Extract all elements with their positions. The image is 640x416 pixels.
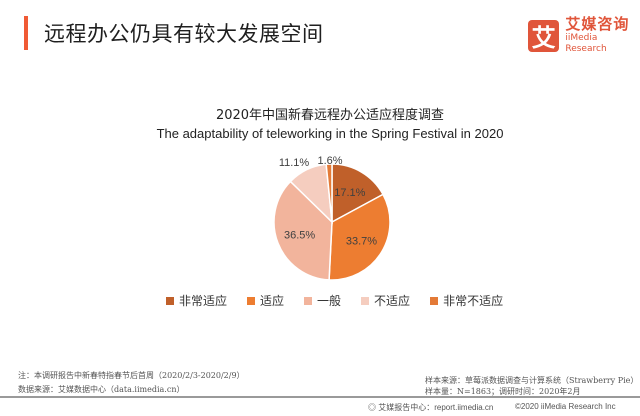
- legend-item: 非常适应: [166, 292, 227, 309]
- page-title: 远程办公仍具有较大发展空间: [44, 22, 324, 46]
- legend-swatch: [430, 296, 439, 305]
- pie-data-label: 33.7%: [346, 236, 377, 248]
- pie-slice: [331, 163, 385, 224]
- pie-slice: [328, 193, 391, 281]
- legend-swatch: [166, 296, 174, 305]
- logo-cn-text: 艾媒咨询: [565, 15, 630, 33]
- pie-data-label: 1.6%: [317, 155, 342, 167]
- legend-item: 不适应: [361, 292, 410, 309]
- chart-legend: 非常适应 适应 一般 不适应 非常不适应: [166, 292, 523, 309]
- legend-swatch: [361, 296, 370, 305]
- survey-note: 注：本调研报告中新春特指春节后首周（2020/2/3-2020/2/9）: [18, 371, 245, 380]
- legend-swatch: [304, 296, 313, 305]
- pie-labels: 17.1% 33.7% 36.5% 11.1% 1.6%: [279, 155, 377, 248]
- pie-data-label: 36.5%: [284, 230, 315, 242]
- pie-slice: [273, 180, 333, 281]
- title-accent-bar: [24, 16, 28, 50]
- chart-title-en: The adaptability of teleworking in the S…: [156, 126, 504, 141]
- legend-swatch: [247, 296, 256, 305]
- copyright: ©2020 iiMedia Research Inc: [515, 402, 616, 411]
- sample-source: 样本来源：草莓派数据调查与计算系统（Strawberry Pie）: [425, 376, 639, 385]
- logo-en-text: iiMedia Research: [565, 33, 607, 54]
- sample-size: 样本量：N=1863；调研时间：2020年2月: [425, 387, 581, 396]
- chart-title-cn: 2020年中国新春远程办公适应程度调查: [215, 108, 445, 123]
- iimedia-logo: 艾 艾媒咨询 iiMedia Research: [528, 16, 640, 55]
- report-center-link[interactable]: ◎ 艾媒报告中心：report.iimedia.cn: [368, 403, 494, 412]
- pie-data-label: 17.1%: [334, 187, 365, 199]
- pie-slices: [273, 163, 391, 281]
- data-source: 数据来源：艾媒数据中心（data.iimedia.cn）: [18, 385, 185, 394]
- legend-item: 一般: [304, 292, 341, 309]
- logo-icon: 艾: [528, 19, 560, 52]
- globe-icon: ◎: [368, 403, 379, 412]
- legend-item: 非常不适应: [430, 292, 503, 309]
- footer-divider: [0, 396, 640, 398]
- legend-item: 适应: [247, 292, 284, 309]
- pie-data-label: 11.1%: [279, 157, 310, 169]
- pie-slice: [325, 163, 333, 223]
